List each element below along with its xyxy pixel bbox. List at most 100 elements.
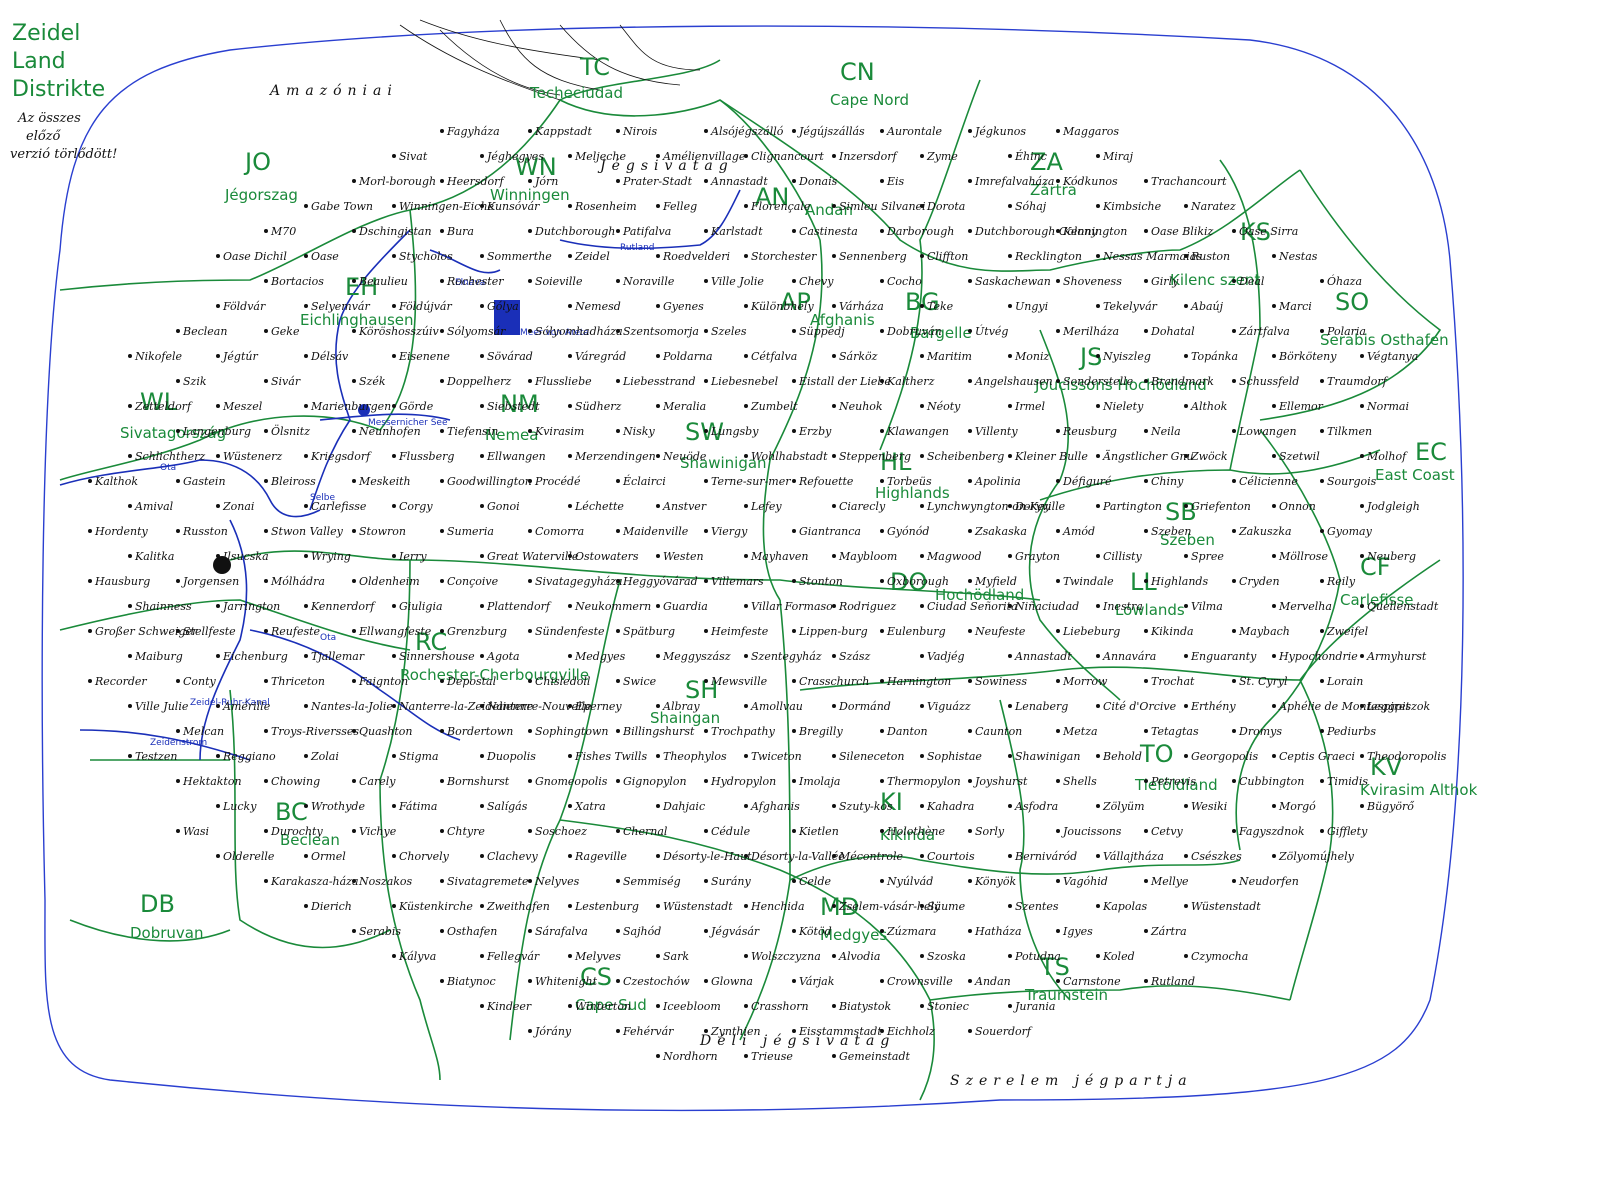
place-label: Brandmark (1150, 375, 1214, 388)
place-label: Soschoez (535, 825, 587, 838)
place-dot (920, 304, 924, 308)
place-dot (1096, 804, 1100, 808)
place-dot (480, 554, 484, 558)
place-dot (832, 904, 836, 908)
district-name: Eichlinghausen (300, 311, 414, 329)
place-dot (880, 729, 884, 733)
place-label: Westen (663, 550, 704, 563)
place-dot (264, 229, 268, 233)
place-label: St. Cyryl (1239, 675, 1288, 688)
place-dot (968, 179, 972, 183)
place-dot (480, 954, 484, 958)
place-label: Görde (399, 400, 434, 413)
place-label: Süppedj (799, 325, 845, 338)
place-label: Gastein (183, 475, 226, 488)
district-code: SH (685, 676, 718, 704)
place-dot (352, 479, 356, 483)
district-code: AN (755, 183, 789, 211)
place-dot (1144, 779, 1148, 783)
note-line-1: Az összes (17, 111, 81, 126)
place-dot (88, 679, 92, 683)
place-dot (616, 329, 620, 333)
place-label: Szentegyház (751, 650, 822, 663)
place-label: Olderelle (223, 850, 275, 863)
place-dot (176, 529, 180, 533)
place-label: Chisledoll (535, 675, 591, 688)
district-code: CS (580, 963, 612, 991)
place-label: Ellwangfeste (358, 625, 432, 638)
place-label: Szeben (1151, 525, 1191, 538)
place-label: Annastadt (1014, 650, 1072, 663)
district-code: TS (1039, 953, 1070, 981)
place-dot (656, 904, 660, 908)
place-label: Maggaros (1062, 125, 1119, 138)
place-label: Stowron (359, 525, 406, 538)
place-label: Éhinc (1014, 149, 1047, 163)
place-dot (1008, 754, 1012, 758)
district-name: Zártra (1030, 181, 1077, 199)
place-label: Neukommern (574, 600, 651, 613)
place-dot (1232, 479, 1236, 483)
place-dot (440, 479, 444, 483)
place-label: Könyök (974, 875, 1016, 888)
place-label: Karakasza-háza (270, 875, 359, 888)
place-dot (792, 829, 796, 833)
place-label: Wohlhabstadt (751, 450, 828, 463)
place-label: Sivat (399, 150, 428, 163)
place-label: Ormel (311, 850, 346, 863)
place-dot (616, 229, 620, 233)
place-label: Courtois (927, 850, 975, 863)
place-dot (304, 554, 308, 558)
place-label: Jorgensen (181, 575, 239, 588)
place-label: Asfodra (1014, 800, 1058, 813)
place-dot (1008, 354, 1012, 358)
place-label: Sivár (271, 375, 301, 388)
place-dot (1096, 154, 1100, 158)
place-label: Deal (1238, 275, 1265, 288)
place-label: Langenburg (182, 425, 251, 438)
desert-label: Jégsivatag (597, 158, 734, 174)
place-dot (744, 404, 748, 408)
place-label: Twiceton (751, 750, 802, 763)
place-label: Chorvely (399, 850, 450, 863)
district-name: Bargelle (910, 324, 972, 342)
place-label: Danton (886, 725, 928, 738)
place-label: Várjak (799, 975, 835, 988)
district-name: Joucissons Hochödland (1034, 376, 1207, 394)
place-label: Bordertown (446, 725, 513, 738)
place-label: Mécontrole (838, 850, 903, 863)
place-dot (568, 754, 572, 758)
place-label: Chtyre (447, 825, 485, 838)
place-label: Soieville (535, 275, 583, 288)
place-label: Lefey (750, 500, 782, 513)
place-label: Clachevy (487, 850, 538, 863)
place-dot (480, 254, 484, 258)
place-dot (1144, 529, 1148, 533)
place-dot (440, 179, 444, 183)
river-label: Ota (320, 633, 336, 643)
district-code: BG (905, 288, 940, 316)
place-dot (440, 279, 444, 283)
place-dot (792, 579, 796, 583)
note-line-3: verzió törlődött! (10, 147, 117, 162)
place-label: Giuligia (399, 600, 443, 613)
place-label: Carely (359, 775, 396, 788)
place-label: Geke (271, 325, 300, 338)
place-dot (744, 1054, 748, 1058)
place-label: Vilma (1191, 600, 1223, 613)
place-dot (176, 429, 180, 433)
place-label: Magwood (926, 550, 982, 563)
place-dot (128, 754, 132, 758)
place-label: Flussberg (398, 450, 454, 463)
place-label: Durochty (270, 825, 323, 838)
place-dot (968, 1029, 972, 1033)
place-label: Oase Blikiz (1151, 225, 1214, 238)
place-dot (792, 279, 796, 283)
place-dot (304, 504, 308, 508)
place-label: Crownsville (887, 975, 953, 988)
place-label: Rageville (574, 850, 627, 863)
place-dot (352, 729, 356, 733)
place-label: Leggpiszok (1366, 700, 1431, 713)
district-name: Rochester-Cherbourgville (400, 666, 589, 684)
place-label: Défiguré (1062, 475, 1112, 488)
